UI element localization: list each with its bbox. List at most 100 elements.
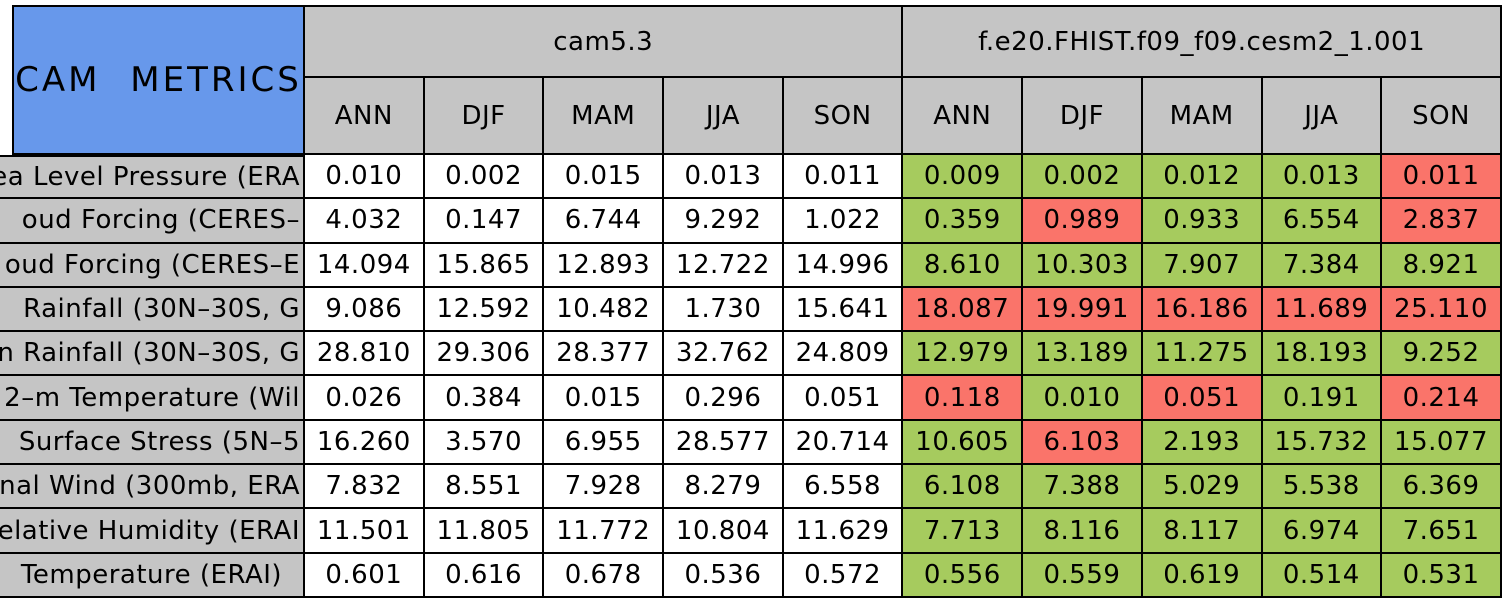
season-header-cell: MAM bbox=[544, 78, 665, 155]
value-cell: 0.002 bbox=[424, 155, 545, 200]
table-title: CAM METRICS bbox=[15, 60, 302, 100]
value-cell: 6.558 bbox=[783, 465, 904, 510]
value-cell: 9.292 bbox=[664, 199, 784, 244]
value-cell: 15.641 bbox=[783, 287, 904, 333]
value-cell: 28.577 bbox=[664, 420, 784, 466]
value-cell: 5.538 bbox=[1262, 465, 1383, 510]
season-header-cell: SON bbox=[783, 78, 904, 155]
value-cell: 0.556 bbox=[903, 553, 1024, 598]
value-cell: 20.714 bbox=[783, 420, 904, 466]
season-header-cell: ANN bbox=[305, 78, 425, 155]
value-cell: 0.026 bbox=[305, 376, 425, 421]
season-header-cell: DJF bbox=[424, 78, 545, 155]
value-cell: 7.907 bbox=[1142, 243, 1263, 288]
value-cell: 0.536 bbox=[664, 553, 784, 598]
value-cell: 8.279 bbox=[664, 465, 784, 510]
value-cell: 13.189 bbox=[1023, 332, 1143, 377]
value-cell: 0.531 bbox=[1382, 553, 1502, 598]
value-cell: 28.810 bbox=[305, 332, 425, 377]
value-cell: 0.572 bbox=[783, 553, 904, 598]
value-cell: 10.303 bbox=[1023, 243, 1143, 288]
value-cell: 0.147 bbox=[424, 199, 545, 244]
value-cell: 7.384 bbox=[1262, 243, 1383, 288]
value-cell: 10.482 bbox=[544, 287, 665, 333]
value-cell: 0.619 bbox=[1142, 553, 1263, 598]
value-cell: 0.010 bbox=[1023, 376, 1143, 421]
value-cell: 11.805 bbox=[424, 509, 545, 554]
season-header-cell: ANN bbox=[903, 78, 1024, 155]
season-header-cell: SON bbox=[1382, 78, 1502, 155]
value-cell: 6.103 bbox=[1023, 420, 1143, 466]
value-cell: 32.762 bbox=[664, 332, 784, 377]
value-cell: 0.359 bbox=[903, 199, 1024, 244]
value-cell: 7.651 bbox=[1382, 509, 1502, 554]
value-cell: 0.616 bbox=[424, 553, 545, 598]
value-cell: 7.388 bbox=[1023, 465, 1143, 510]
value-cell: 25.110 bbox=[1382, 287, 1502, 333]
value-cell: 16.186 bbox=[1142, 287, 1263, 333]
metric-row-label: Surface Stress (5N–5 bbox=[0, 420, 305, 466]
value-cell: 24.809 bbox=[783, 332, 904, 377]
season-header-cell: JJA bbox=[664, 78, 784, 155]
value-cell: 11.689 bbox=[1262, 287, 1383, 333]
value-cell: 8.551 bbox=[424, 465, 545, 510]
value-cell: 0.601 bbox=[305, 553, 425, 598]
season-header-cell: MAM bbox=[1142, 78, 1263, 155]
value-cell: 28.377 bbox=[544, 332, 665, 377]
value-cell: 4.032 bbox=[305, 199, 425, 244]
value-cell: 0.013 bbox=[1262, 155, 1383, 200]
value-cell: 10.804 bbox=[664, 509, 784, 554]
value-cell: 11.275 bbox=[1142, 332, 1263, 377]
metric-row-label: Relative Humidity (ERAI bbox=[0, 509, 305, 554]
value-cell: 14.996 bbox=[783, 243, 904, 288]
value-cell: 0.002 bbox=[1023, 155, 1143, 200]
value-cell: 6.554 bbox=[1262, 199, 1383, 244]
metric-row-label: onal Wind (300mb, ERA bbox=[0, 465, 305, 510]
value-cell: 6.108 bbox=[903, 465, 1024, 510]
value-cell: 11.772 bbox=[544, 509, 665, 554]
value-cell: 15.077 bbox=[1382, 420, 1502, 466]
value-cell: 2.837 bbox=[1382, 199, 1502, 244]
value-cell: 1.730 bbox=[664, 287, 784, 333]
value-cell: 0.051 bbox=[1142, 376, 1263, 421]
value-cell: 15.865 bbox=[424, 243, 545, 288]
value-cell: 10.605 bbox=[903, 420, 1024, 466]
value-cell: 16.260 bbox=[305, 420, 425, 466]
model-group-header: f.e20.FHIST.f09_f09.cesm2_1.001 bbox=[903, 5, 1502, 78]
value-cell: 9.252 bbox=[1382, 332, 1502, 377]
season-header-cell: JJA bbox=[1262, 78, 1383, 155]
value-cell: 29.306 bbox=[424, 332, 545, 377]
value-cell: 6.369 bbox=[1382, 465, 1502, 510]
metric-row-label: oud Forcing (CERES–E bbox=[0, 243, 305, 288]
header-corner-cell bbox=[0, 5, 305, 155]
value-cell: 0.051 bbox=[783, 376, 904, 421]
value-cell: 11.501 bbox=[305, 509, 425, 554]
value-cell: 18.087 bbox=[903, 287, 1024, 333]
value-cell: 8.921 bbox=[1382, 243, 1502, 288]
value-cell: 12.722 bbox=[664, 243, 784, 288]
metric-row-label: Rainfall (30N–30S, G bbox=[0, 287, 305, 333]
value-cell: 7.713 bbox=[903, 509, 1024, 554]
model-group-header: cam5.3 bbox=[305, 5, 904, 78]
value-cell: 0.678 bbox=[544, 553, 665, 598]
value-cell: 9.086 bbox=[305, 287, 425, 333]
value-cell: 14.094 bbox=[305, 243, 425, 288]
value-cell: 7.832 bbox=[305, 465, 425, 510]
value-cell: 2.193 bbox=[1142, 420, 1263, 466]
value-cell: 0.011 bbox=[783, 155, 904, 200]
table-title-box: CAM METRICS bbox=[12, 5, 303, 155]
value-cell: 7.928 bbox=[544, 465, 665, 510]
value-cell: 0.009 bbox=[903, 155, 1024, 200]
value-cell: 6.744 bbox=[544, 199, 665, 244]
value-cell: 6.974 bbox=[1262, 509, 1383, 554]
metric-row-label: 2–m Temperature (Wil bbox=[0, 376, 305, 421]
metric-row-label: n Rainfall (30N–30S, G bbox=[0, 332, 305, 377]
value-cell: 11.629 bbox=[783, 509, 904, 554]
value-cell: 8.116 bbox=[1023, 509, 1143, 554]
value-cell: 0.191 bbox=[1262, 376, 1383, 421]
value-cell: 0.296 bbox=[664, 376, 784, 421]
value-cell: 0.559 bbox=[1023, 553, 1143, 598]
value-cell: 12.979 bbox=[903, 332, 1024, 377]
value-cell: 3.570 bbox=[424, 420, 545, 466]
